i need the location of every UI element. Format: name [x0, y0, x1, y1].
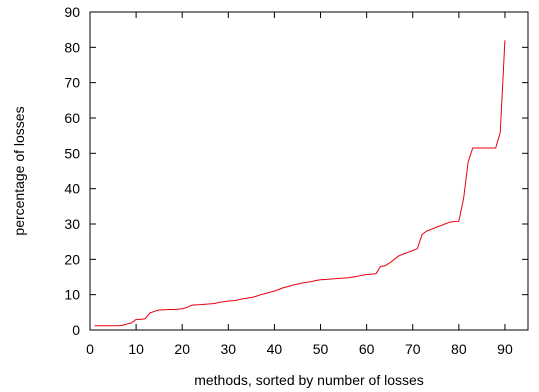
y-tick-label: 60 [64, 110, 80, 126]
x-tick-label: 0 [86, 341, 94, 357]
x-tick-label: 50 [313, 341, 329, 357]
y-tick-label: 80 [64, 39, 80, 55]
plot-frame [89, 11, 529, 331]
y-tick-label: 40 [64, 181, 80, 197]
x-tick-label: 90 [497, 341, 513, 357]
y-tick-label: 30 [64, 216, 80, 232]
y-tick-label: 0 [72, 322, 80, 338]
x-tick-label: 20 [174, 341, 190, 357]
x-tick-label: 70 [405, 341, 421, 357]
y-tick-label: 50 [64, 145, 80, 161]
x-tick-label: 30 [221, 341, 237, 357]
x-axis-label: methods, sorted by number of losses [194, 372, 424, 388]
y-axis-label: percentage of losses [11, 106, 27, 235]
x-axis-ticks: 0 10 20 30 40 50 60 70 80 90 [86, 12, 513, 357]
y-tick-label: 90 [64, 4, 80, 20]
x-tick-label: 80 [451, 341, 467, 357]
y-tick-label: 20 [64, 251, 80, 267]
y-tick-label: 10 [64, 287, 80, 303]
series-layer [94, 40, 506, 327]
y-axis-ticks: 0 10 20 30 40 50 60 70 80 90 [64, 4, 528, 338]
x-tick-label: 40 [267, 341, 283, 357]
series-line [94, 40, 506, 327]
x-tick-label: 60 [359, 341, 375, 357]
x-tick-label: 10 [128, 341, 144, 357]
y-tick-label: 70 [64, 75, 80, 91]
